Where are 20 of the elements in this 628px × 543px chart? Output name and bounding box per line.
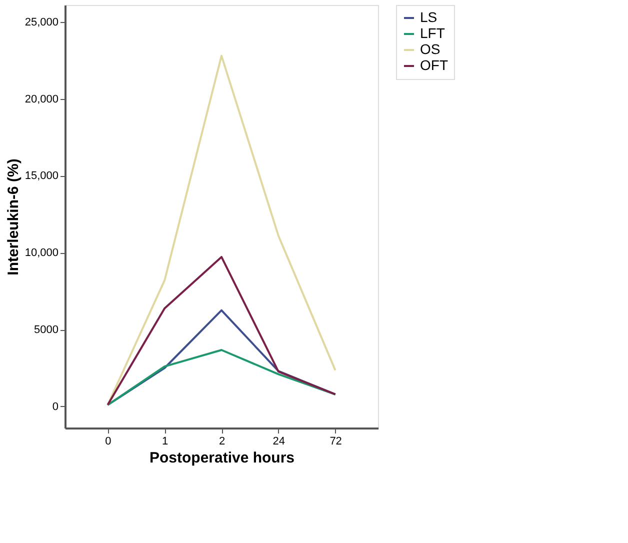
x-tick-label: 1 (162, 436, 168, 448)
y-tick-label: 15,000 (24, 170, 58, 182)
x-tick-label: 0 (105, 436, 112, 448)
line-series (106, 54, 336, 406)
x-tick-label: 2 (218, 436, 226, 448)
legend-label: OFT (420, 57, 448, 73)
legend-label: LFT (420, 25, 446, 41)
legend-label: LS (420, 9, 438, 25)
y-tick-label: 20,000 (24, 93, 58, 106)
x-tick-label: 72 (330, 436, 342, 448)
y-tick-label: 10,000 (24, 247, 58, 260)
line-series (106, 349, 336, 406)
y-tick-label: 0 (52, 400, 58, 413)
y-axis-title: Interleukin-6 (%) (4, 158, 22, 276)
x-axis-title: Postoperative hours (149, 450, 295, 466)
legend-label: OS (420, 41, 440, 57)
y-tick-label: 5000 (34, 324, 58, 336)
x-tick-label: 24 (272, 436, 286, 448)
line-series (106, 256, 336, 406)
y-tick-label: 25,000 (24, 16, 58, 28)
